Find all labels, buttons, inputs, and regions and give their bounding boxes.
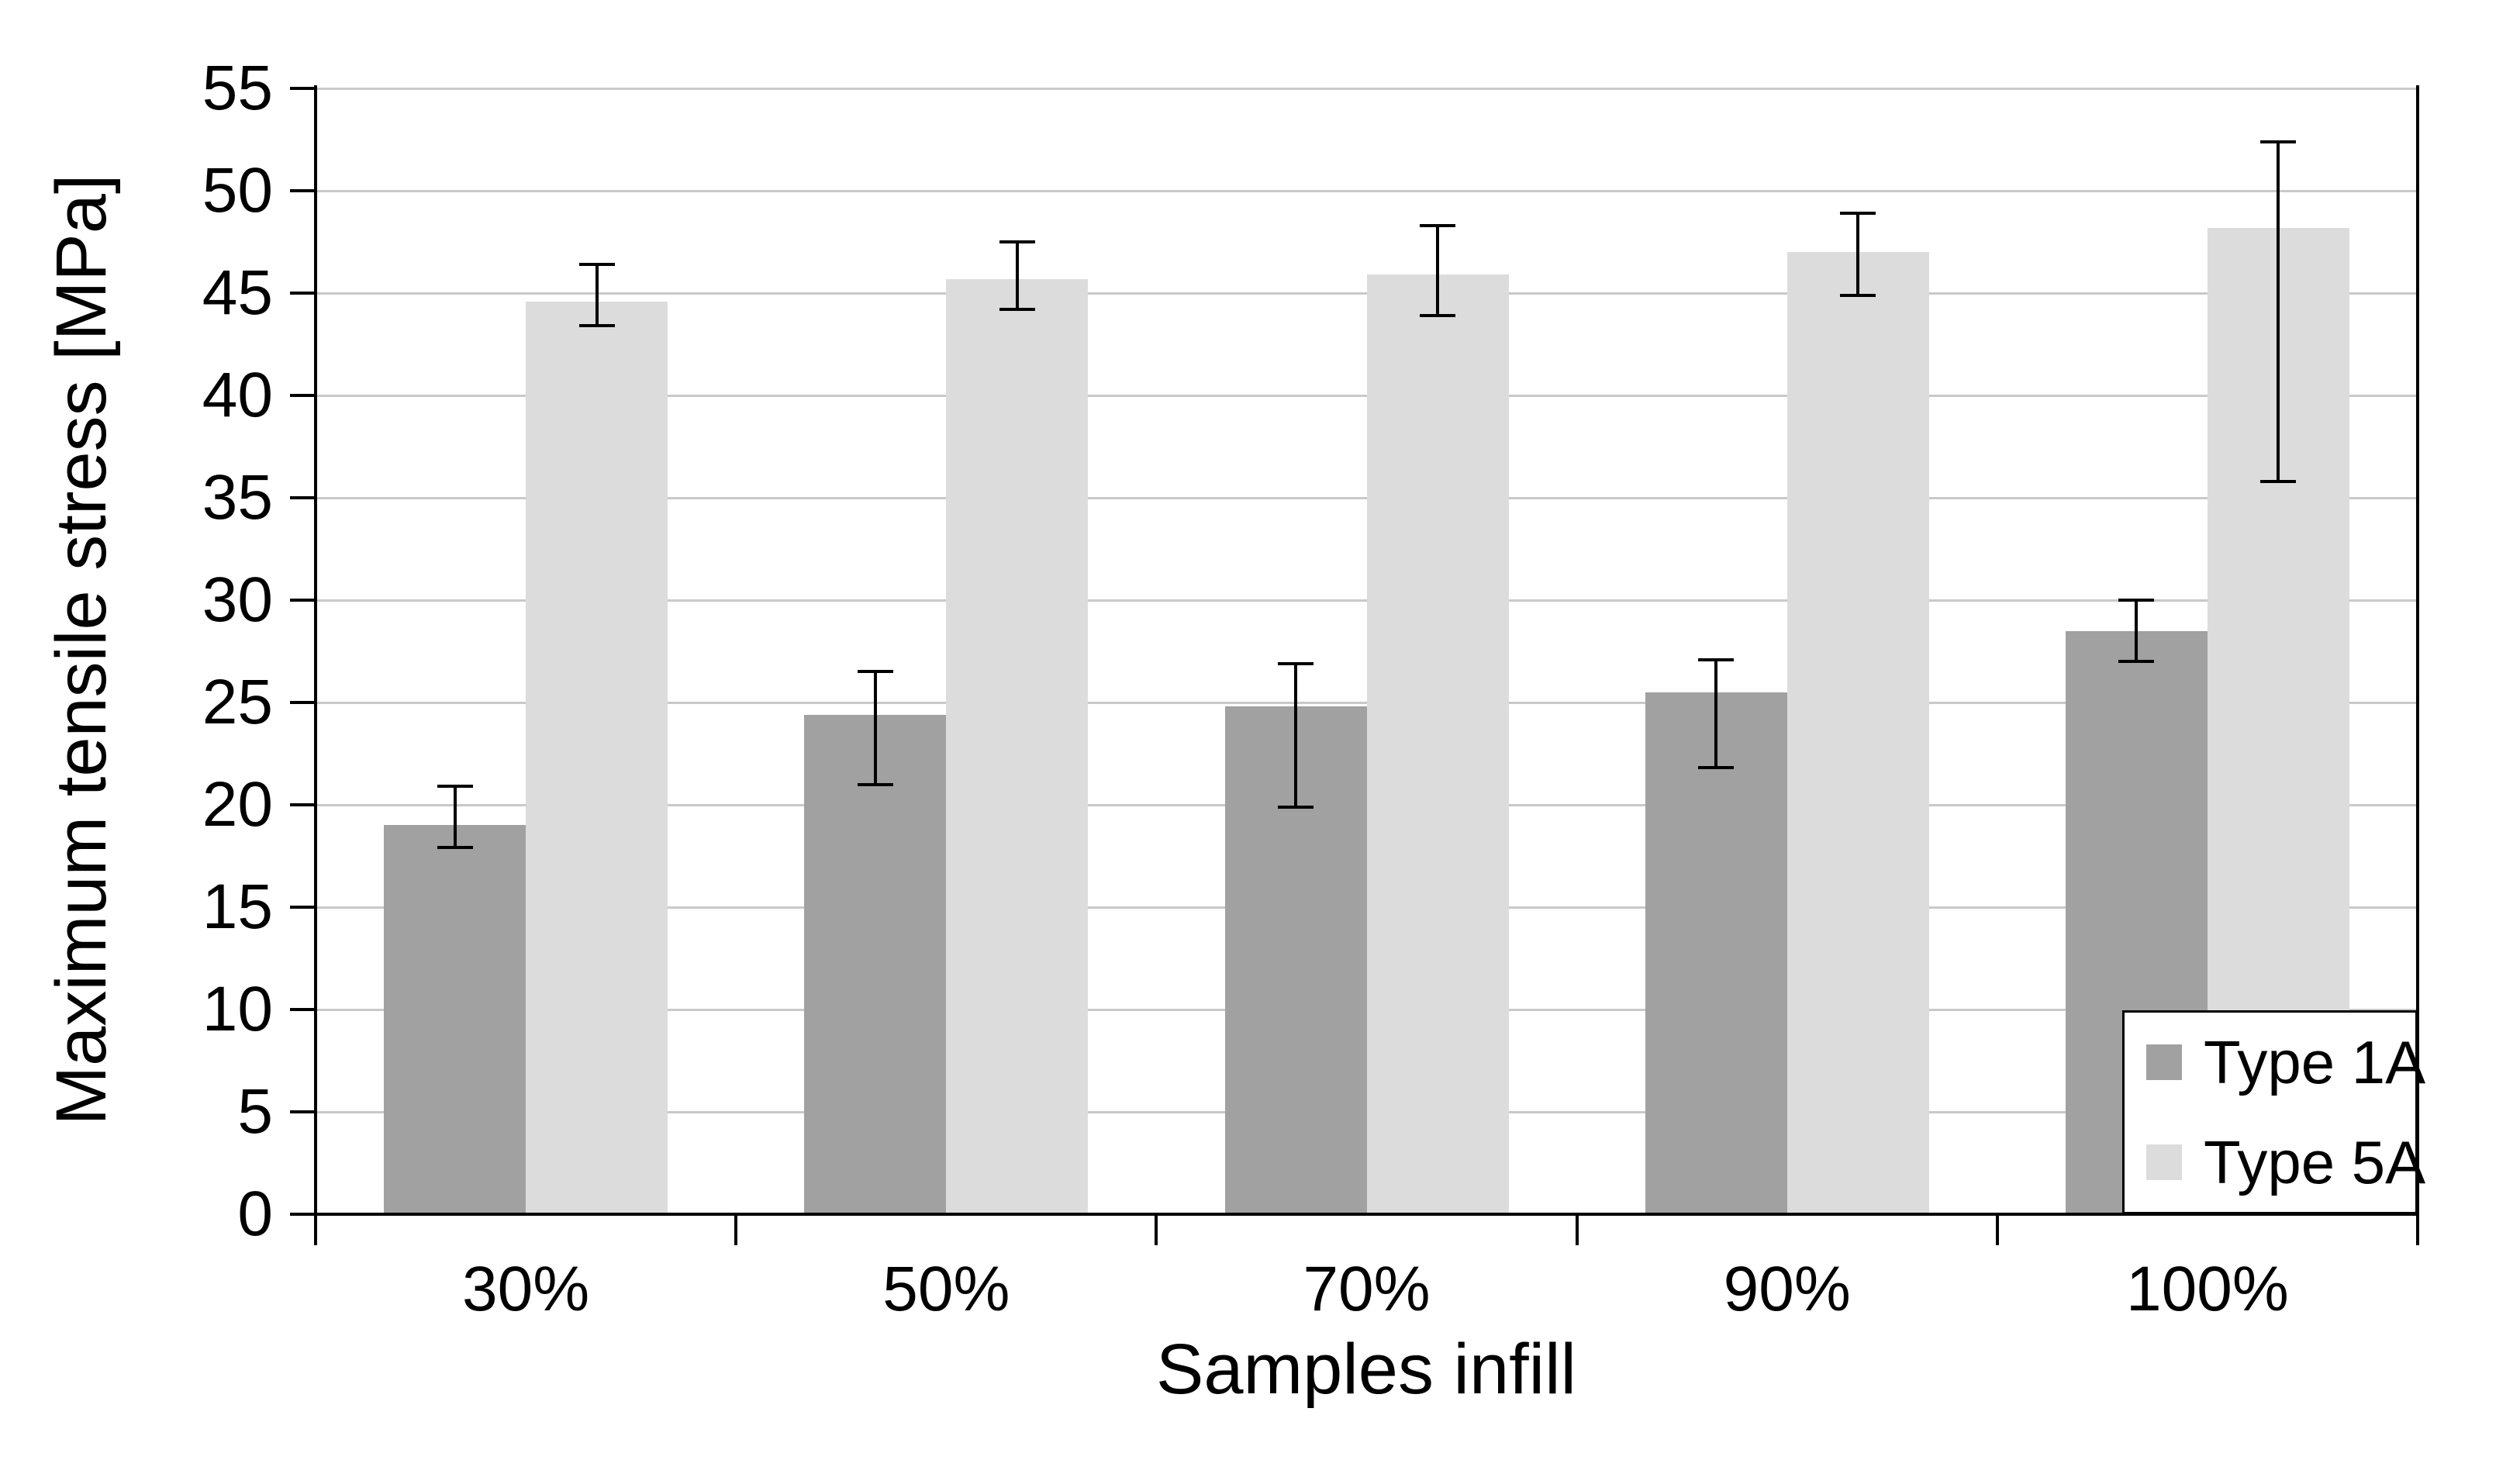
x-axis-tick	[1575, 1214, 1579, 1245]
legend: Type 1A Type 5A	[2122, 1010, 2425, 1214]
error-bar-cap-top	[2118, 599, 2155, 602]
legend-label: Type 5A	[2204, 1127, 2426, 1196]
error-bar-cap-bottom	[1420, 314, 1455, 318]
x-tick-label-30%: 30%	[462, 1254, 590, 1324]
error-bar-cap-top	[1698, 658, 1735, 661]
error-bar-cap-top	[2260, 140, 2297, 143]
legend-swatch-icon	[2146, 1044, 2182, 1081]
y-tick-label-35: 35	[202, 462, 273, 533]
y-tick-label-0: 0	[237, 1179, 273, 1249]
y-tick-label-55: 55	[202, 53, 273, 123]
y-axis-title: Maximum tensile stress [MPa]	[42, 174, 121, 1126]
y-tick-label-30: 30	[202, 564, 273, 635]
y-tick-label-10: 10	[202, 974, 273, 1044]
x-tick-label-90%: 90%	[1723, 1254, 1851, 1324]
gridline-50	[316, 189, 2418, 192]
x-axis-line	[314, 1213, 2419, 1216]
error-bar-cap-top	[578, 263, 615, 267]
bar-type-1a-30%	[384, 825, 526, 1214]
error-bar-line	[1856, 213, 1860, 295]
error-bar-line	[1436, 225, 1439, 316]
x-axis-tick	[314, 1214, 317, 1245]
x-tick-label-70%: 70%	[1303, 1254, 1431, 1324]
error-bar-cap-bottom	[1698, 766, 1735, 770]
y-tick-label-40: 40	[202, 360, 273, 430]
y-axis-tick-10	[290, 1008, 316, 1011]
error-bar-cap-top	[1420, 223, 1455, 227]
x-tick-label-50%: 50%	[882, 1254, 1010, 1324]
y-axis-tick-35	[290, 496, 316, 499]
error-bar-cap-top	[999, 240, 1035, 243]
error-bar-cap-bottom	[857, 782, 893, 786]
y-axis-tick-20	[290, 803, 316, 806]
y-tick-label-25: 25	[202, 667, 273, 737]
error-bar-line	[1294, 663, 1297, 807]
error-bar-cap-bottom	[2118, 660, 2155, 664]
legend-label: Type 1A	[2204, 1028, 2426, 1097]
error-bar-cap-top	[857, 670, 893, 674]
error-bar-cap-bottom	[437, 846, 473, 850]
error-bar-line	[1015, 242, 1019, 310]
error-bar-cap-bottom	[1278, 805, 1314, 809]
bar-type-1a-90%	[1645, 692, 1787, 1214]
y-axis-tick-50	[290, 189, 316, 192]
y-axis-tick-45	[290, 292, 316, 295]
legend-swatch-icon	[2146, 1144, 2182, 1180]
y-axis-line	[314, 85, 317, 1217]
error-bar-line	[873, 671, 877, 785]
bar-type-5a-50%	[946, 278, 1089, 1214]
error-bar-line	[453, 786, 457, 848]
error-bar-cap-bottom	[578, 324, 615, 328]
gridline-55	[316, 87, 2418, 90]
bar-type-5a-90%	[1786, 252, 1929, 1214]
x-axis-tick	[1155, 1214, 1158, 1245]
x-axis-tick	[1995, 1214, 1999, 1245]
y-axis-tick-55	[290, 87, 316, 90]
error-bar-cap-top	[437, 785, 473, 789]
y-axis-tick-0	[290, 1213, 316, 1216]
error-bar-cap-top	[1840, 212, 1876, 216]
y-axis-tick-15	[290, 906, 316, 909]
error-bar-cap-top	[1278, 661, 1314, 665]
plot-right-border	[2416, 85, 2419, 1217]
y-axis-tick-40	[290, 394, 316, 397]
y-tick-label-50: 50	[202, 155, 273, 226]
y-axis-tick-25	[290, 701, 316, 704]
legend-item-type-5a: Type 5A	[2125, 1130, 2425, 1195]
error-bar-line	[2135, 600, 2139, 662]
error-bar-cap-bottom	[1840, 293, 1876, 297]
bar-type-5a-70%	[1366, 274, 1509, 1214]
y-axis-tick-5	[290, 1110, 316, 1113]
y-tick-label-45: 45	[202, 257, 273, 328]
error-bar-line	[1714, 659, 1718, 768]
error-bar-cap-bottom	[2260, 479, 2297, 483]
y-axis-tick-30	[290, 599, 316, 602]
error-bar-line	[2277, 141, 2280, 481]
y-tick-label-15: 15	[202, 872, 273, 942]
y-tick-label-5: 5	[237, 1076, 273, 1147]
x-axis-tick	[734, 1214, 738, 1245]
x-tick-label-100%: 100%	[2126, 1254, 2289, 1324]
error-bar-line	[595, 264, 599, 326]
legend-item-type-1a: Type 1A	[2125, 1030, 2425, 1095]
error-bar-cap-bottom	[999, 308, 1035, 312]
x-axis-title: Samples infill	[1156, 1330, 1576, 1409]
y-tick-label-20: 20	[202, 769, 273, 840]
bar-type-1a-50%	[804, 714, 947, 1214]
bar-type-5a-30%	[526, 301, 668, 1214]
x-axis-tick	[2416, 1214, 2419, 1245]
